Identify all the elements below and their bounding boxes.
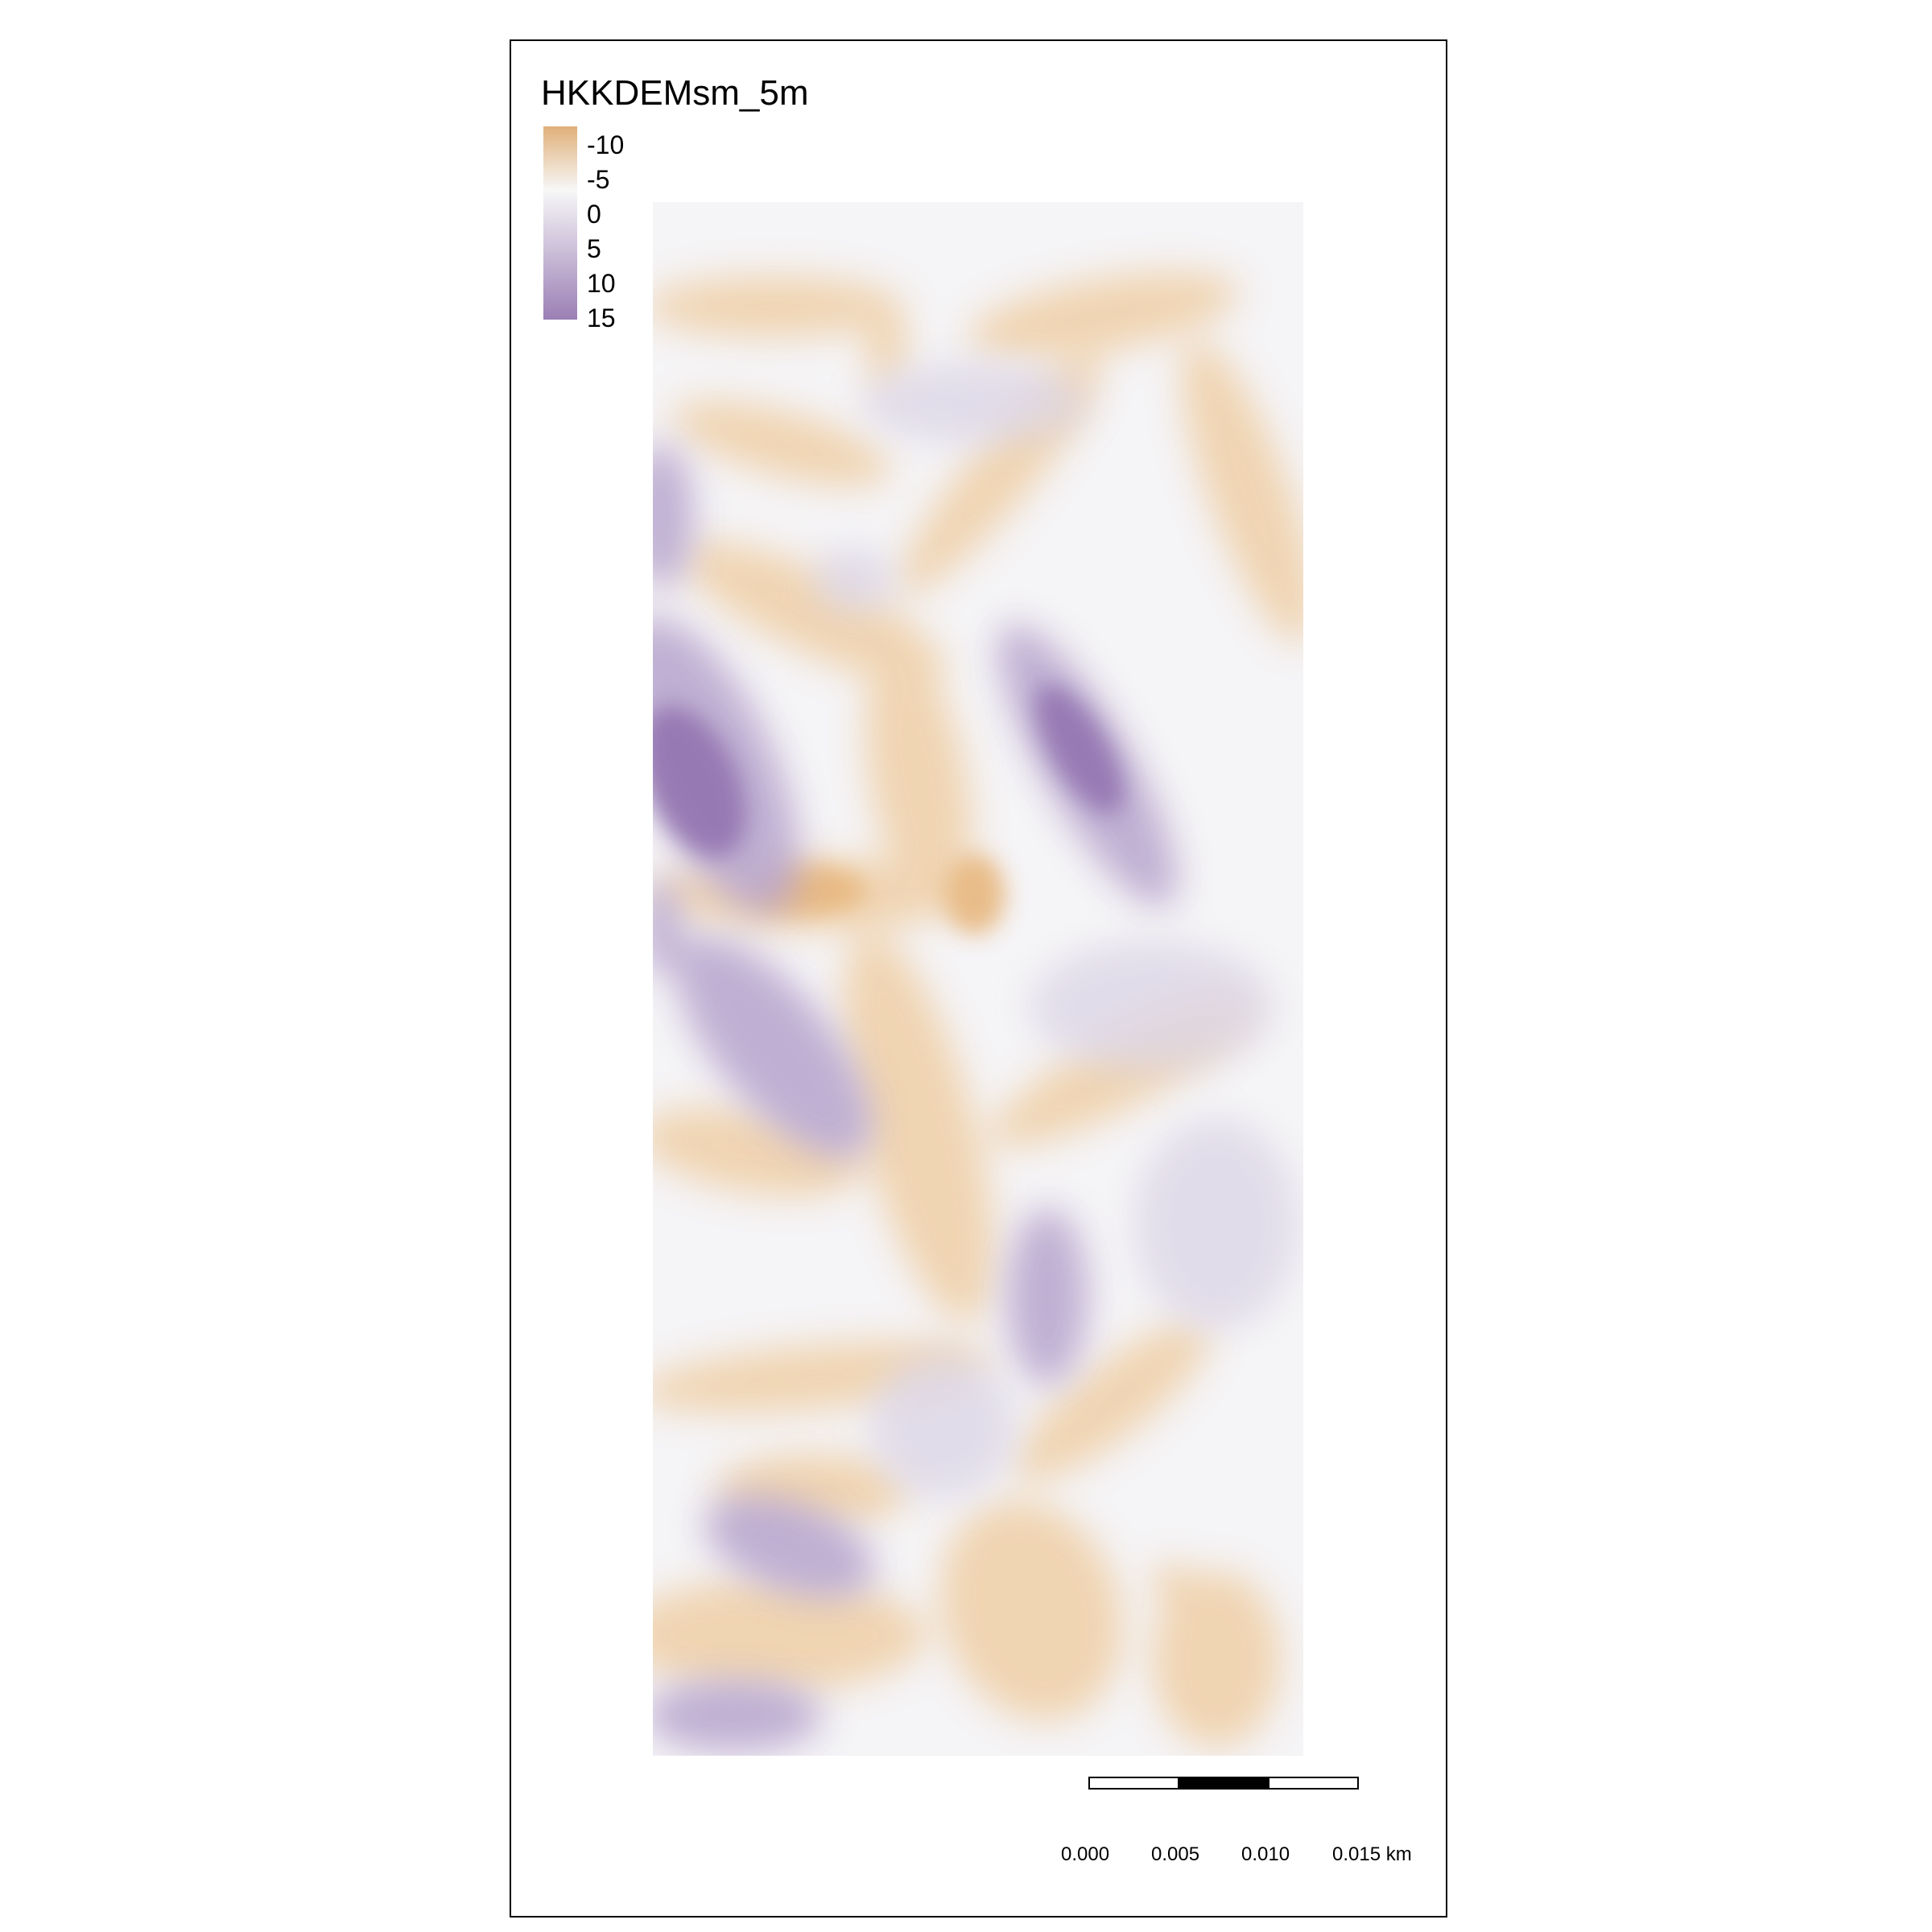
- scale-label: 0.010: [1241, 1843, 1290, 1865]
- legend-label: -10: [587, 130, 625, 159]
- legend-label: 0: [587, 200, 601, 229]
- scale-label: 0.005: [1151, 1843, 1200, 1865]
- scale-label: 0.015 km: [1332, 1843, 1412, 1865]
- legend-color-bar: [543, 126, 577, 320]
- scale-bar: [1088, 1777, 1359, 1825]
- elevation-raster: [653, 202, 1303, 1756]
- legend-title: HKKDEMsm_5m: [541, 73, 809, 113]
- legend-label: 10: [587, 269, 616, 298]
- legend-label: -5: [587, 165, 610, 194]
- scale-label: 0.000: [1061, 1843, 1110, 1865]
- legend-label: 5: [587, 234, 601, 263]
- legend-label: 15: [587, 303, 616, 332]
